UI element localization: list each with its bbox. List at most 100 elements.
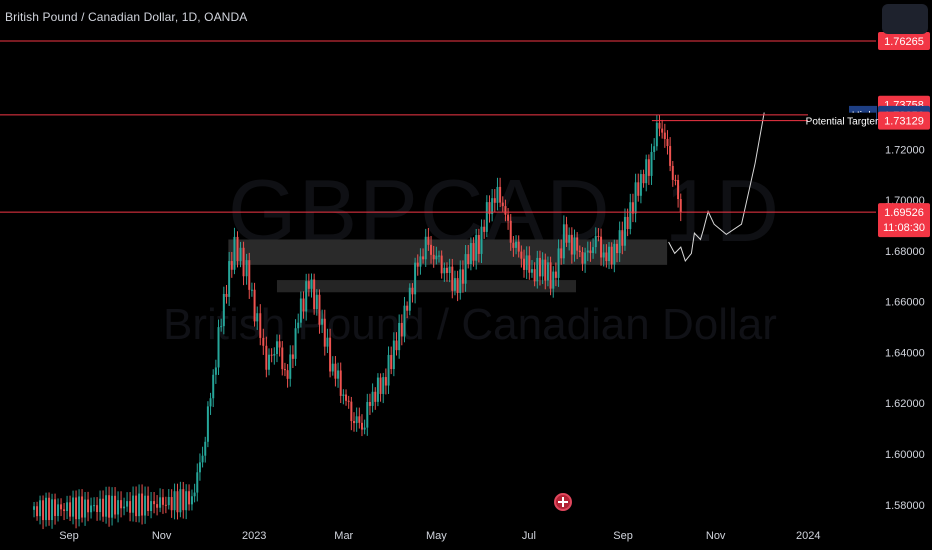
candle-body: [615, 243, 618, 254]
candle-body: [93, 505, 96, 507]
candle-body: [294, 328, 297, 359]
candle-body: [477, 235, 480, 254]
candle-body: [190, 496, 193, 505]
uk-flag-icon[interactable]: [554, 493, 572, 511]
candle-body: [156, 504, 159, 508]
candle-body: [578, 250, 581, 253]
candle-body: [129, 501, 132, 513]
x-tick-label: Mar: [334, 530, 353, 542]
candle-body: [435, 255, 438, 260]
price-tag: 1.76265: [884, 36, 924, 48]
candle-body: [167, 497, 170, 506]
candle-body: [387, 354, 390, 386]
candle-body: [217, 327, 220, 368]
candle-body: [528, 255, 531, 273]
candle-body: [677, 180, 680, 200]
candle-body: [273, 354, 276, 356]
candle-body: [144, 495, 147, 516]
x-tick-label: Sep: [613, 530, 633, 542]
candle-body: [350, 401, 353, 422]
candle-body: [72, 497, 75, 517]
target-price-tag-bg: [878, 111, 930, 130]
candle-body: [164, 504, 167, 506]
candle-body: [549, 262, 552, 289]
candle-body: [509, 220, 512, 243]
candle-body: [597, 236, 600, 238]
candle-body: [214, 367, 217, 375]
candle-body: [485, 202, 488, 232]
candle-body: [150, 501, 153, 512]
candle-body: [634, 182, 637, 214]
candle-body: [111, 495, 114, 518]
candle-body: [613, 243, 616, 265]
candle-body: [345, 394, 348, 401]
x-tick-label: Nov: [152, 530, 172, 542]
candle-body: [331, 363, 334, 372]
candle-body: [253, 289, 256, 322]
y-tick-label: 1.68000: [885, 246, 925, 258]
x-tick-label: Nov: [706, 530, 726, 542]
chart-settings-button[interactable]: [882, 4, 928, 34]
candle-body: [248, 260, 251, 290]
candle-body: [108, 495, 111, 518]
candle-body: [621, 230, 624, 246]
candle-body: [581, 252, 584, 264]
candle-body: [96, 505, 99, 512]
candle-body: [653, 146, 656, 152]
candle-body: [501, 202, 504, 207]
candle-body: [159, 497, 162, 508]
candle-body: [384, 377, 387, 386]
candle-body: [515, 241, 518, 248]
candle-body: [173, 491, 176, 511]
candle-body: [541, 259, 544, 277]
candle-body: [416, 262, 419, 267]
countdown-label: 11:08:30: [883, 222, 925, 234]
candle-body: [281, 347, 284, 370]
candle-body: [188, 491, 191, 505]
candle-body: [209, 398, 212, 407]
candle-body: [42, 500, 45, 521]
candle-body: [33, 506, 36, 510]
candle-body: [645, 159, 648, 184]
candle-body: [307, 281, 310, 289]
x-tick-label: 2023: [242, 530, 266, 542]
candle-body: [236, 236, 239, 262]
candle-body: [504, 206, 507, 215]
candle-body: [493, 198, 496, 203]
candle-body: [66, 502, 69, 511]
candle-body: [576, 237, 579, 251]
candle-body: [222, 293, 225, 327]
candle-body: [562, 224, 565, 259]
candle-body: [400, 322, 403, 337]
candle-body: [220, 326, 223, 328]
candle-body: [132, 495, 135, 513]
x-tick-label: 2024: [796, 530, 820, 542]
candle-body: [291, 354, 294, 359]
candle-body: [278, 341, 281, 348]
candle-body: [422, 256, 425, 260]
candle-body: [438, 255, 441, 257]
candle-body: [379, 377, 382, 394]
candle-body: [568, 235, 571, 243]
candle-body: [592, 247, 595, 254]
candle-body: [355, 416, 358, 424]
candle-body: [120, 500, 123, 509]
candle-body: [440, 255, 443, 274]
candle-body: [376, 377, 379, 402]
candle-body: [623, 216, 626, 246]
candle-body: [546, 262, 549, 281]
candle-body: [176, 491, 179, 513]
candle-body: [371, 391, 374, 406]
candle-body: [51, 499, 54, 521]
candle-body: [204, 441, 207, 456]
candle-body: [655, 122, 658, 147]
candle-body: [414, 262, 417, 295]
x-tick-label: May: [426, 530, 447, 542]
candle-body: [196, 472, 199, 493]
candle-body: [60, 504, 63, 510]
candle-body: [392, 340, 395, 370]
candle-body: [334, 363, 337, 379]
y-tick-label: 1.60000: [885, 449, 925, 461]
